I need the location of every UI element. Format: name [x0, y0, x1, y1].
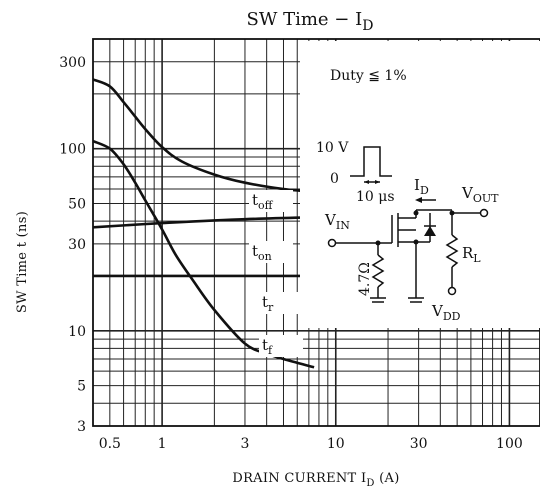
plot-frame [92, 38, 540, 427]
pulse-wave [350, 146, 392, 177]
vdd-terminal [447, 286, 457, 296]
series-label-bg [249, 241, 293, 263]
y-tick-label: 50 [68, 196, 86, 212]
x-tick-label: 10 [327, 436, 345, 452]
resistor-rl [445, 234, 459, 268]
y-tick-label: 30 [68, 237, 86, 253]
duty-label: Duty ≦ 1% [330, 68, 407, 84]
test-circuit-inset: Duty ≦ 1% 10 V 0 10 μs VIN 4.7Ω ID VOUT RL VDD [300, 41, 540, 328]
id-label: ID [414, 176, 429, 197]
curve-t-off [92, 78, 315, 193]
y-tick-label: 100 [59, 142, 86, 158]
diode [424, 226, 436, 236]
y-axis-label: SW Time t (ns) [15, 211, 30, 313]
series-label-t-f: tf [262, 336, 273, 357]
arrow-head [375, 180, 380, 184]
pulse-width-label: 10 μs [356, 189, 395, 205]
vout-label: VOUT [461, 184, 499, 205]
x-tick-label: 0.5 [99, 436, 121, 452]
pulse-low-label: 0 [330, 171, 339, 187]
vdd-label: VDD [431, 302, 461, 323]
arrow-head [415, 197, 422, 203]
y-tick-label: 300 [59, 55, 86, 71]
y-tick-label: 3 [77, 419, 86, 435]
series-label-bg [259, 292, 303, 314]
y-tick-label: 5 [77, 379, 86, 395]
junction-dot [413, 210, 419, 216]
junction-dot [413, 239, 419, 245]
x-tick-label: 3 [241, 436, 250, 452]
tick-labels: 0.5 1 3 10 30 100 3 5 10 30 50 100 300 [59, 55, 523, 452]
rg-label: 4.7Ω [357, 262, 373, 296]
series-label-bg [259, 335, 303, 357]
series-label-t-on: ton [252, 242, 272, 263]
vout-terminal [479, 208, 489, 218]
x-axis-label: DRAIN CURRENT ID (A) [232, 471, 399, 489]
rl-label: RL [462, 244, 481, 265]
series-label-t-off: toff [252, 191, 274, 212]
x-tick-label: 100 [496, 436, 523, 452]
y-tick-label: 10 [68, 324, 86, 340]
vin-terminal [327, 238, 337, 248]
chart-title: SW Time − ID [247, 9, 374, 34]
curves [92, 78, 315, 369]
vin-label: VIN [324, 211, 350, 232]
arrow-head [364, 180, 369, 184]
pulse-high-label: 10 V [316, 140, 349, 156]
x-tick-label: 30 [410, 436, 428, 452]
resistor-rg [371, 254, 385, 288]
curve-t-on [92, 216, 315, 229]
inset-panel [300, 41, 540, 328]
series-label-bg [249, 190, 293, 212]
series-labels: toff ton tr tf [249, 190, 303, 357]
series-label-t-r: tr [262, 293, 274, 314]
x-tick-label: 1 [158, 436, 167, 452]
